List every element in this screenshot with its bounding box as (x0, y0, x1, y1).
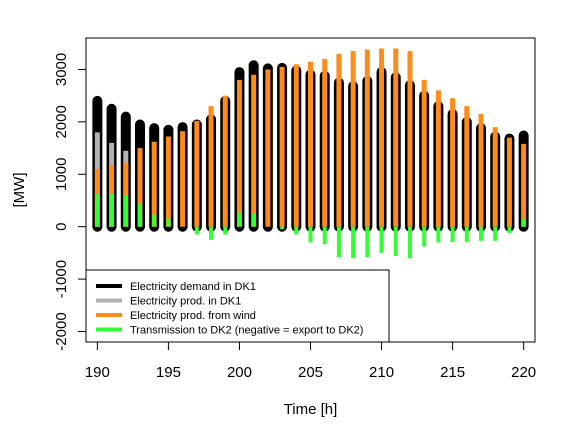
x-tick-label: 200 (227, 364, 252, 381)
y-axis: -2000 -1000 0 1000 2000 3000 (53, 53, 87, 351)
y-tick-label: 0 (53, 223, 70, 231)
legend-label: Electricity prod. from wind (130, 310, 256, 322)
x-tick-label: 220 (511, 364, 536, 381)
x-axis: 190 195 200 205 210 215 220 (85, 341, 536, 381)
x-tick-label: 205 (298, 364, 323, 381)
y-tick-label: 3000 (53, 53, 70, 86)
y-tick-label: 2000 (53, 105, 70, 138)
y-axis-title: [MW] (11, 173, 28, 208)
legend: Electricity demand in DK1 Electricity pro… (85, 269, 390, 343)
y-tick-label: -2000 (53, 312, 70, 350)
x-tick-label: 195 (156, 364, 181, 381)
x-axis-title: Time [h] (284, 401, 338, 418)
legend-label: Electricity prod. in DK1 (130, 296, 241, 308)
y-tick-label: -1000 (53, 260, 70, 298)
x-tick-label: 215 (440, 364, 465, 381)
legend-label: Electricity demand in DK1 (130, 281, 256, 293)
y-tick-label: 1000 (53, 158, 70, 191)
bars-layer (92, 48, 529, 259)
x-tick-label: 210 (369, 364, 394, 381)
x-tick-label: 190 (85, 364, 110, 381)
legend-box (85, 269, 390, 343)
legend-label: Transmission to DK2 (negative = export t… (130, 325, 363, 337)
